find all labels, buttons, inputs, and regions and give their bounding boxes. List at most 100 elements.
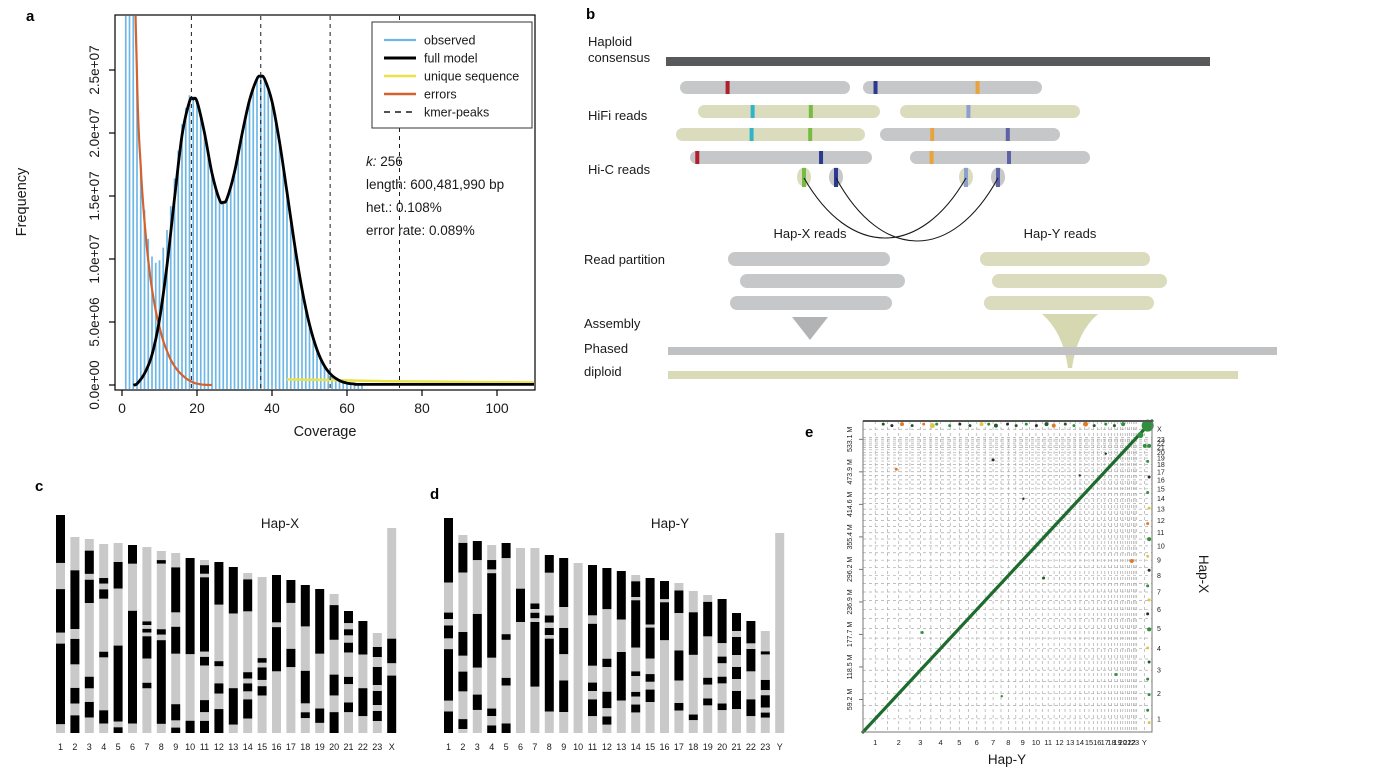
- panel-d-letter: d: [430, 486, 440, 503]
- chromosome-label: 19: [315, 742, 325, 752]
- alignment-dot: [920, 630, 924, 634]
- chromosome-bar-20: [717, 599, 727, 733]
- alignment-dot: [1147, 568, 1151, 572]
- ideogram-title: Hap-Y: [651, 516, 689, 531]
- y-chromosome-label: 9: [1157, 558, 1161, 565]
- legend-label: full model: [424, 52, 478, 66]
- y-chromosome-label: 19: [1157, 456, 1165, 463]
- phased-hapy-bar: [668, 371, 1238, 379]
- kmer-peak-lines: [190, 16, 400, 389]
- variant-tick-cyan: [749, 128, 754, 141]
- alignment-dot: [1104, 452, 1107, 455]
- chromosome-label: 20: [329, 742, 339, 752]
- dotplot-chart: 59.2 M 118.5 M 177.7 M 236.9 M 296.2 M 355.4 …: [847, 419, 1211, 767]
- svg-text:5.0e+06: 5.0e+06: [87, 297, 102, 346]
- chromosome-bar-5: [501, 543, 511, 733]
- chromosome-label: 14: [631, 742, 641, 752]
- hapx-partition-read: [730, 296, 892, 310]
- alignment-dot: [1042, 576, 1046, 580]
- y-chromosome-label: 14: [1157, 496, 1165, 503]
- hapx-partition-read: [728, 252, 890, 266]
- chromosome-label: 21: [343, 742, 353, 752]
- svg-text:20: 20: [189, 400, 205, 416]
- chromosome-label: 17: [286, 742, 296, 752]
- chromosome-label: 16: [659, 742, 669, 752]
- chromosome-bar-13: [228, 567, 238, 733]
- x-chromosome-label: 23: [1131, 738, 1139, 747]
- svg-text:1.0e+07: 1.0e+07: [87, 234, 102, 283]
- label-hic-reads: Hi-C reads: [588, 162, 651, 177]
- label-phased-line1: Phased: [584, 341, 629, 356]
- alignment-dots: [881, 419, 1154, 725]
- alignment-dot: [1147, 660, 1151, 664]
- chromosome-bar-10: [573, 563, 583, 733]
- phased-hapx-bar: [668, 347, 1277, 355]
- alignment-dot: [890, 424, 894, 428]
- y-chromosome-label: 10: [1157, 543, 1165, 550]
- panel-c-letter: c: [35, 478, 44, 495]
- alignment-dot: [881, 422, 885, 426]
- x-chromosome-label: 6: [975, 738, 979, 747]
- chromosome-bar-18: [300, 585, 310, 733]
- x-chromosome-label: 16: [1093, 738, 1101, 747]
- stat-het: het.: 0.108%: [366, 200, 442, 215]
- x-chromosome-label: 15: [1085, 738, 1093, 747]
- chromosome-label: X: [389, 742, 395, 752]
- alignment-dot: [1063, 422, 1067, 426]
- chromosome-bar-4: [99, 544, 109, 733]
- x-chromosome-label: 5: [957, 738, 961, 747]
- chromosome-label: 21: [731, 742, 741, 752]
- chromosome-label: 12: [602, 742, 612, 752]
- label-phased-diploid: Phased diploid: [584, 341, 628, 380]
- chromosome-bar-9: [559, 558, 569, 733]
- chromosome-bar-6: [128, 545, 137, 733]
- y-chromosome-label: 6: [1157, 607, 1161, 614]
- variant-tick-orange: [975, 81, 980, 94]
- svg-text:1.5e+07: 1.5e+07: [87, 171, 102, 220]
- alignment-dot: [993, 423, 998, 428]
- chromosome-bar-3: [84, 539, 94, 733]
- chromosome-label: 20: [717, 742, 727, 752]
- alignment-dot: [1024, 422, 1028, 426]
- chromosome-label: 2: [460, 742, 465, 752]
- chromosome-bar-23: [760, 631, 770, 733]
- legend-label: errors: [424, 88, 457, 102]
- alignment-dot: [958, 422, 962, 426]
- chromosome-label: 2: [72, 742, 77, 752]
- alignment-dot: [1121, 422, 1126, 427]
- mb-tick-label: 59.2 M: [847, 689, 854, 711]
- alignment-diagonal: [861, 419, 1154, 734]
- y-chromosome-label: 12: [1157, 518, 1165, 525]
- chromosome-bar-Y: [775, 533, 785, 733]
- y-chromosome-label: 16: [1157, 477, 1165, 484]
- variant-tick-orange: [930, 128, 935, 141]
- chromosome-bar-14: [243, 573, 253, 733]
- chromosome-bar-20: [329, 594, 339, 733]
- chromosome-bar-15: [645, 578, 655, 733]
- alignment-dot: [1092, 424, 1096, 428]
- alignment-dot: [968, 424, 972, 428]
- chromosome-bar-1: [56, 515, 65, 733]
- x-chromosome-label: 7: [991, 738, 995, 747]
- alignment-dot: [1129, 558, 1134, 563]
- alignment-dot: [1146, 584, 1150, 588]
- haploid-consensus-bar: [666, 57, 1210, 66]
- alignment-dot: [1146, 646, 1150, 650]
- hic-fragment: [829, 167, 843, 187]
- y-chromosome-label: 2: [1157, 691, 1161, 698]
- variant-tick-green: [808, 105, 813, 118]
- read: [863, 81, 1042, 94]
- alignment-dot: [1141, 419, 1154, 432]
- chromosome-bar-16: [272, 575, 281, 733]
- chromosome-bar-X: [387, 528, 397, 733]
- chromosome-label: 22: [746, 742, 756, 752]
- variant-tick-slate: [1007, 151, 1011, 164]
- x-chromosome-label: 8: [1006, 738, 1010, 747]
- alignment-dot: [910, 424, 914, 428]
- chromosome-bar-11: [200, 560, 209, 733]
- panel-b-phasing-diagram: b Haploid consensus HiFi reads Hi-C read…: [580, 0, 1280, 405]
- svg-text:0: 0: [118, 400, 126, 416]
- plot-area: [124, 16, 534, 389]
- hic-link-arc: [835, 177, 999, 242]
- legend-label: observed: [424, 34, 475, 48]
